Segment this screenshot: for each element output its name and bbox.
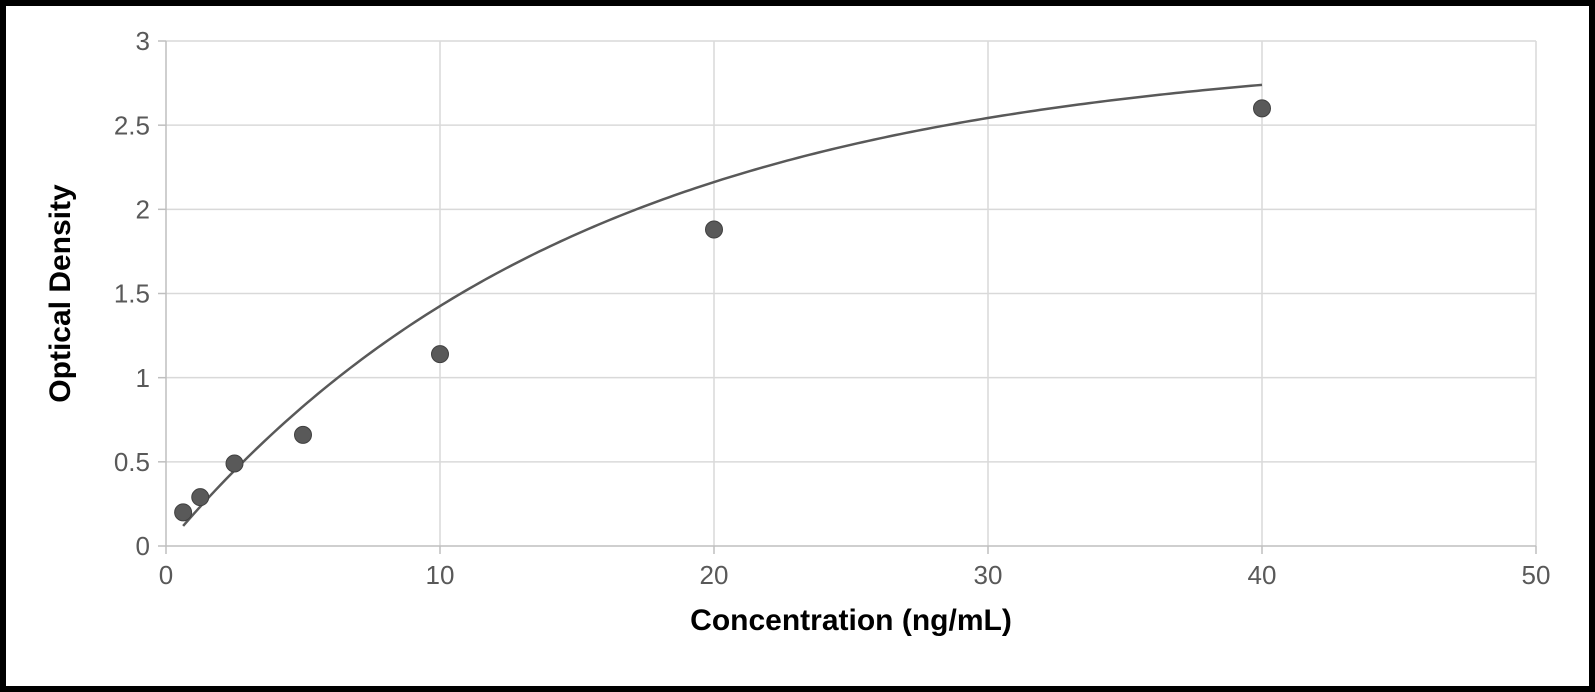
plot-background bbox=[6, 6, 1589, 686]
x-tick-label: 0 bbox=[159, 560, 173, 590]
y-tick-label: 2.5 bbox=[114, 110, 150, 140]
y-axis-label: Optical Density bbox=[44, 184, 77, 403]
data-point bbox=[192, 489, 209, 506]
data-point bbox=[226, 455, 243, 472]
x-axis-label: Concentration (ng/mL) bbox=[690, 604, 1012, 637]
x-tick-label: 10 bbox=[426, 560, 455, 590]
y-tick-label: 1.5 bbox=[114, 279, 150, 309]
x-tick-label: 20 bbox=[700, 560, 729, 590]
y-tick-label: 1 bbox=[136, 363, 150, 393]
chart-svg: 0 10 20 30 40 50 0 0.5 1 1.5 2 2.5 3 Concentration (n… bbox=[6, 6, 1589, 686]
data-point bbox=[295, 426, 312, 443]
data-point bbox=[175, 504, 192, 521]
y-tick-label: 2 bbox=[136, 194, 150, 224]
x-tick-label: 40 bbox=[1248, 560, 1277, 590]
chart-frame: 0 10 20 30 40 50 0 0.5 1 1.5 2 2.5 3 Concentration (n… bbox=[0, 0, 1595, 692]
data-point bbox=[1254, 100, 1271, 117]
x-tick-label: 50 bbox=[1522, 560, 1551, 590]
data-point bbox=[432, 346, 449, 363]
y-tick-label: 0 bbox=[136, 531, 150, 561]
x-tick-label: 30 bbox=[974, 560, 1003, 590]
data-point bbox=[706, 221, 723, 238]
y-tick-label: 3 bbox=[136, 26, 150, 56]
y-tick-label: 0.5 bbox=[114, 447, 150, 477]
